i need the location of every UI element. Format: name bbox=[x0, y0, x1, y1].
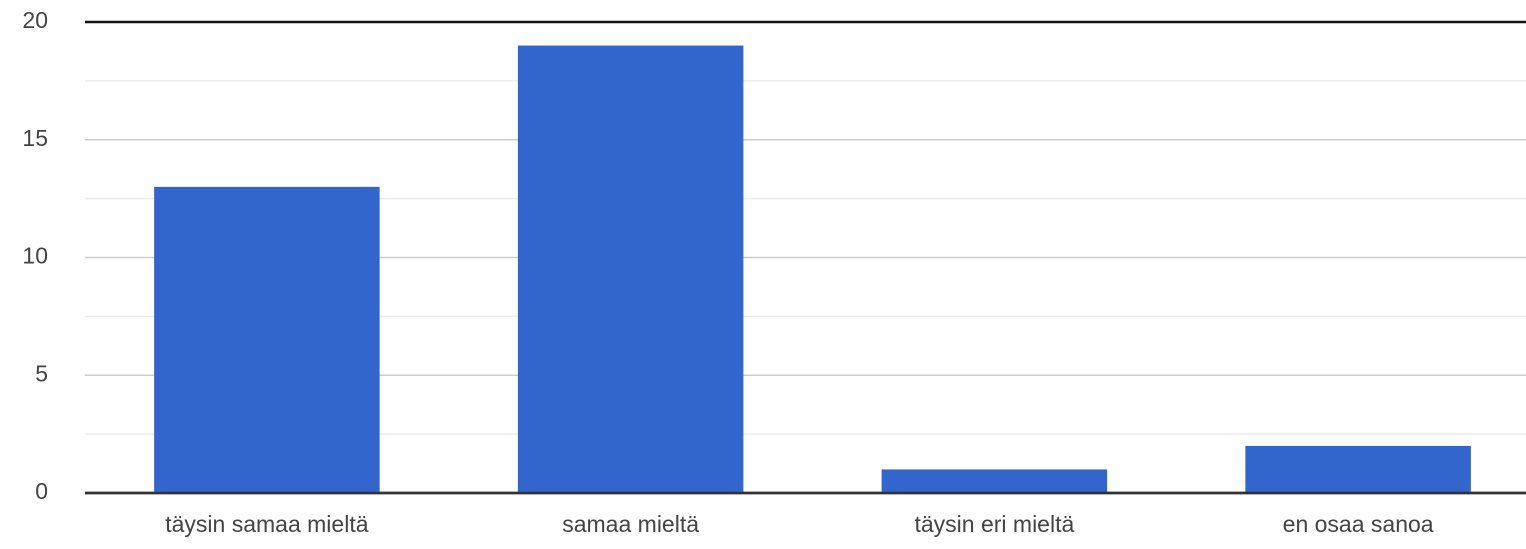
y-tick-label: 0 bbox=[35, 478, 48, 504]
x-tick-label: en osaa sanoa bbox=[1283, 511, 1434, 537]
y-tick-label: 20 bbox=[22, 7, 48, 33]
x-tick-label: täysin samaa mieltä bbox=[165, 511, 368, 537]
x-tick-label: samaa mieltä bbox=[562, 511, 699, 537]
bar bbox=[154, 186, 380, 493]
y-tick-label: 5 bbox=[35, 360, 48, 386]
bar bbox=[881, 469, 1108, 493]
y-tick-label: 15 bbox=[22, 125, 48, 151]
y-tick-label: 10 bbox=[22, 243, 48, 269]
bar bbox=[1245, 445, 1471, 493]
x-tick-label: täysin eri mieltä bbox=[914, 511, 1074, 537]
bar bbox=[517, 45, 744, 494]
